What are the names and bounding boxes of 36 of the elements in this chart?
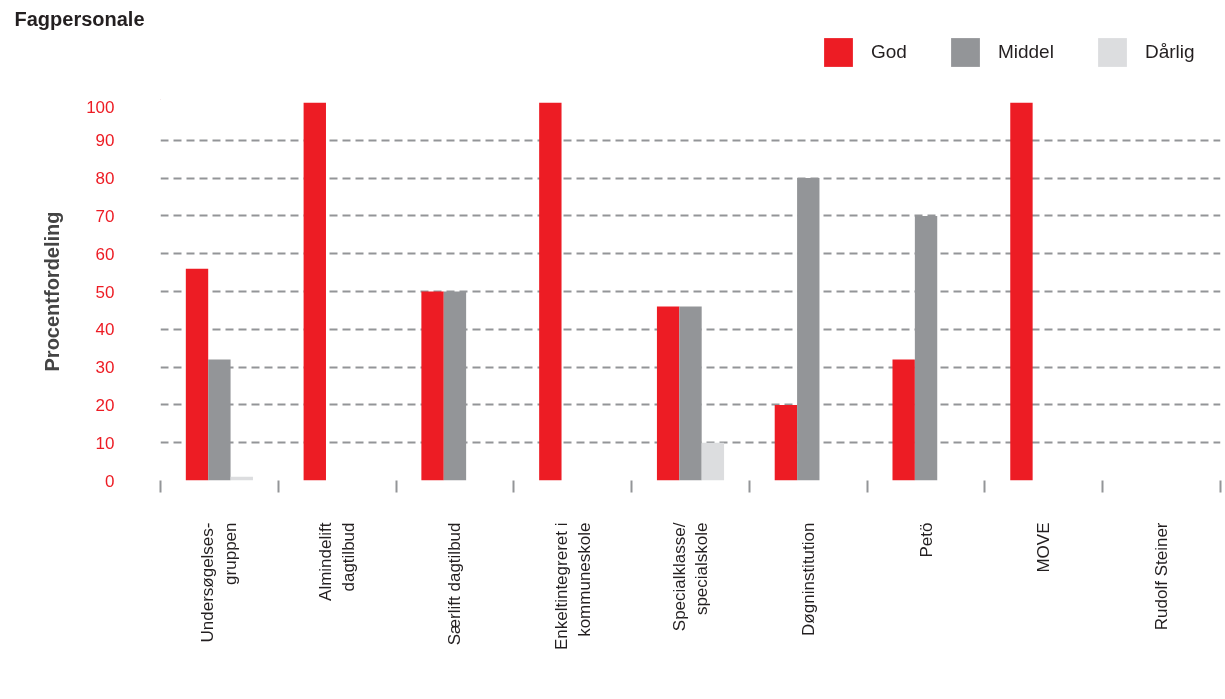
- bar: [539, 102, 562, 481]
- y-tick-label: 70: [95, 206, 115, 226]
- x-tick-label: Enkeltintegreret i kommuneskole: [551, 522, 594, 651]
- x-tick-label: Særlift dagtilbud: [445, 522, 465, 646]
- bar: [679, 306, 702, 481]
- y-tick-label: 20: [95, 395, 115, 415]
- x-tick-label: MOVE: [1034, 522, 1054, 573]
- bar: [1010, 102, 1033, 481]
- legend-label: God: [871, 41, 907, 63]
- bar: [774, 404, 798, 481]
- x-tick-label: Undersøgelses- gruppen: [198, 522, 241, 643]
- y-tick-label: 60: [95, 244, 115, 264]
- chart-title: Fagpersonale: [14, 7, 145, 30]
- y-tick-label: 40: [95, 320, 115, 340]
- y-tick-label: 0: [105, 471, 115, 491]
- y-tick-label: 90: [95, 131, 115, 151]
- legend-label: Dårlig: [1144, 41, 1195, 63]
- y-tick-label: 10: [95, 433, 115, 453]
- y-axis-title: Procentfordeling: [41, 211, 64, 372]
- x-tick-label: Døgninstitution: [798, 522, 818, 636]
- y-tick-label: 100: [86, 97, 115, 117]
- x-tick-label: Almindelift dagtilbud: [316, 522, 359, 601]
- bar: [421, 291, 444, 481]
- bar: [656, 306, 680, 481]
- legend-label: Middel: [997, 41, 1054, 63]
- x-tick-label: Specialklasse/ specialskole: [669, 522, 712, 632]
- bar: [303, 102, 326, 481]
- bar: [701, 442, 725, 481]
- y-tick-label: 50: [95, 282, 115, 302]
- y-tick-label: 80: [95, 169, 115, 189]
- x-tick-label: Rudolf Steiner: [1152, 522, 1172, 631]
- y-tick-label: 30: [95, 358, 115, 378]
- x-tick-label: Petö: [916, 522, 936, 558]
- bar: [797, 178, 820, 481]
- bar: [185, 268, 209, 481]
- bar: [892, 359, 915, 481]
